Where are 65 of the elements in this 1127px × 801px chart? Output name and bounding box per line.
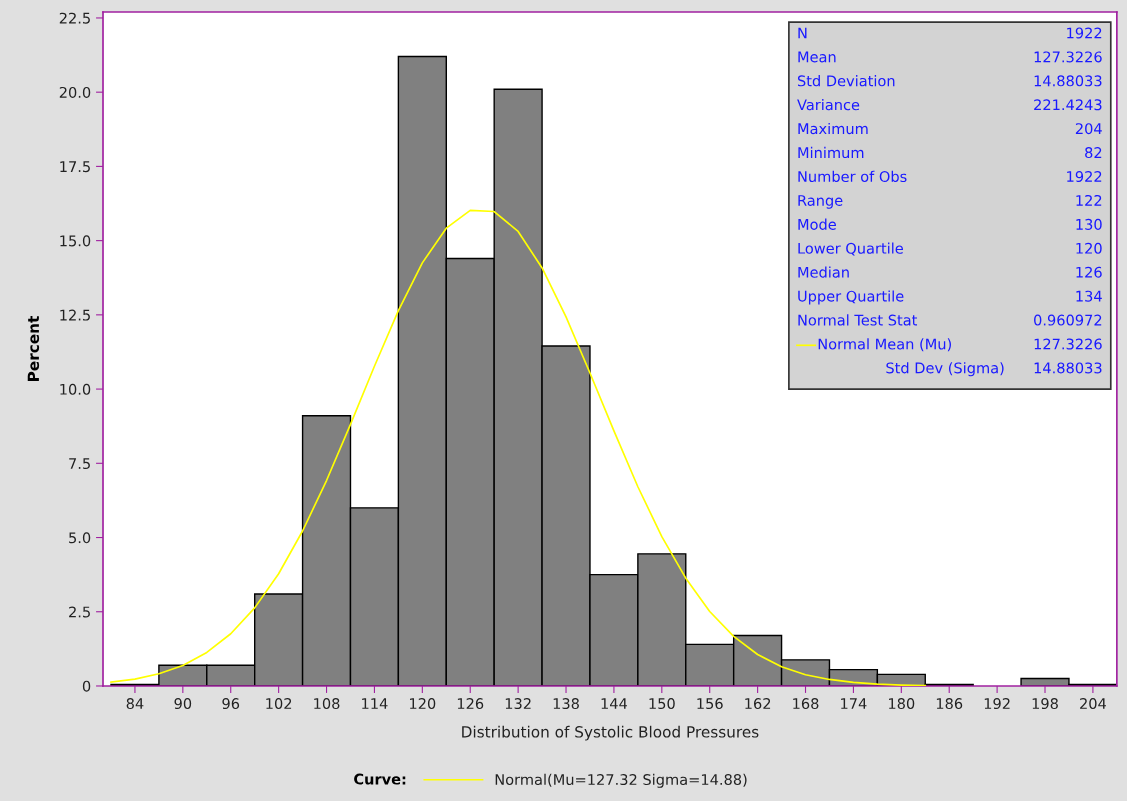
- x-tick-label: 204: [1080, 698, 1107, 710]
- y-tick-label: 7.5: [69, 458, 90, 470]
- annotation: Maximum: [798, 122, 868, 135]
- x-tick-label: 102: [266, 698, 292, 710]
- y-tick-label: 15.0: [60, 235, 91, 247]
- annotation: 204: [1075, 123, 1102, 135]
- y-tick-label: 20.0: [59, 86, 91, 98]
- annotation: 1922: [1067, 27, 1102, 39]
- annotation: Minimum: [798, 146, 864, 159]
- annotation: Number of Obs: [798, 170, 907, 183]
- x-tick-label: 132: [505, 698, 531, 710]
- x-tick-label: 90: [174, 698, 192, 710]
- annotation: Range: [798, 195, 843, 209]
- annotation: Std Deviation: [797, 75, 895, 87]
- annotation: Mean: [798, 51, 836, 63]
- y-tick-label: 10.0: [60, 383, 91, 395]
- y-tick-label: 12.5: [60, 309, 90, 321]
- annotation: 82: [1085, 147, 1102, 159]
- x-tick-label: 180: [889, 698, 915, 710]
- y-tick-label: 22.5: [59, 12, 90, 24]
- annotation: 134: [1076, 290, 1102, 302]
- annotation: Mode: [798, 218, 836, 230]
- annotation: 126: [1076, 266, 1102, 278]
- annotation: 127.3226: [1034, 338, 1102, 350]
- x-tick-label: 96: [222, 698, 240, 710]
- legend-title: Curve:: [354, 773, 406, 785]
- y-axis-title: Percent: [27, 316, 40, 381]
- annotation: Std Dev (Sigma): [886, 362, 1004, 377]
- annotation: Upper Quartile: [798, 290, 904, 305]
- legend-label: Normal(Mu=127.32 Sigma=14.88): [495, 773, 747, 788]
- x-tick-label: 126: [457, 698, 484, 710]
- annotation: 127.3226: [1034, 51, 1102, 63]
- x-tick-label: 120: [410, 698, 436, 710]
- x-tick-label: 186: [936, 698, 963, 710]
- annotation: 0.960972: [1034, 314, 1102, 326]
- y-tick-label: 2.5: [69, 606, 90, 618]
- annotation: Median: [798, 266, 849, 278]
- x-tick-label: 198: [1032, 698, 1058, 710]
- annotation: 130: [1076, 218, 1102, 230]
- annotation: Normal Test Stat: [798, 314, 918, 326]
- annotation: N: [798, 27, 807, 39]
- x-tick-label: 144: [601, 698, 628, 709]
- y-tick-label: 0: [82, 680, 91, 692]
- x-tick-label: 156: [697, 698, 723, 710]
- annotation: 1922: [1067, 171, 1102, 183]
- annotation: 221.4243: [1034, 99, 1102, 111]
- x-tick-label: 108: [314, 698, 340, 710]
- annotation: Variance: [797, 98, 860, 111]
- y-tick-label: 17.5: [60, 161, 90, 173]
- annotation: Normal Mean (Mu): [818, 338, 951, 352]
- x-tick-label: 138: [553, 698, 579, 710]
- annotation: 14.88033: [1034, 75, 1102, 87]
- x-tick-label: 150: [649, 698, 675, 710]
- x-tick-label: 192: [984, 698, 1010, 710]
- x-tick-label: 174: [841, 698, 867, 709]
- x-tick-label: 168: [793, 698, 819, 710]
- annotation: 122: [1076, 194, 1102, 206]
- x-tick-label: 84: [126, 698, 144, 710]
- annotation: 120: [1076, 242, 1102, 254]
- annotation: 14.88033: [1034, 362, 1102, 374]
- x-tick-label: 162: [745, 698, 771, 710]
- annotation: Lower Quartile: [798, 242, 903, 256]
- x-tick-label: 114: [362, 698, 388, 709]
- x-axis-title: Distribution of Systolic Blood Pressures: [462, 725, 759, 741]
- y-tick-label: 5.0: [69, 532, 91, 544]
